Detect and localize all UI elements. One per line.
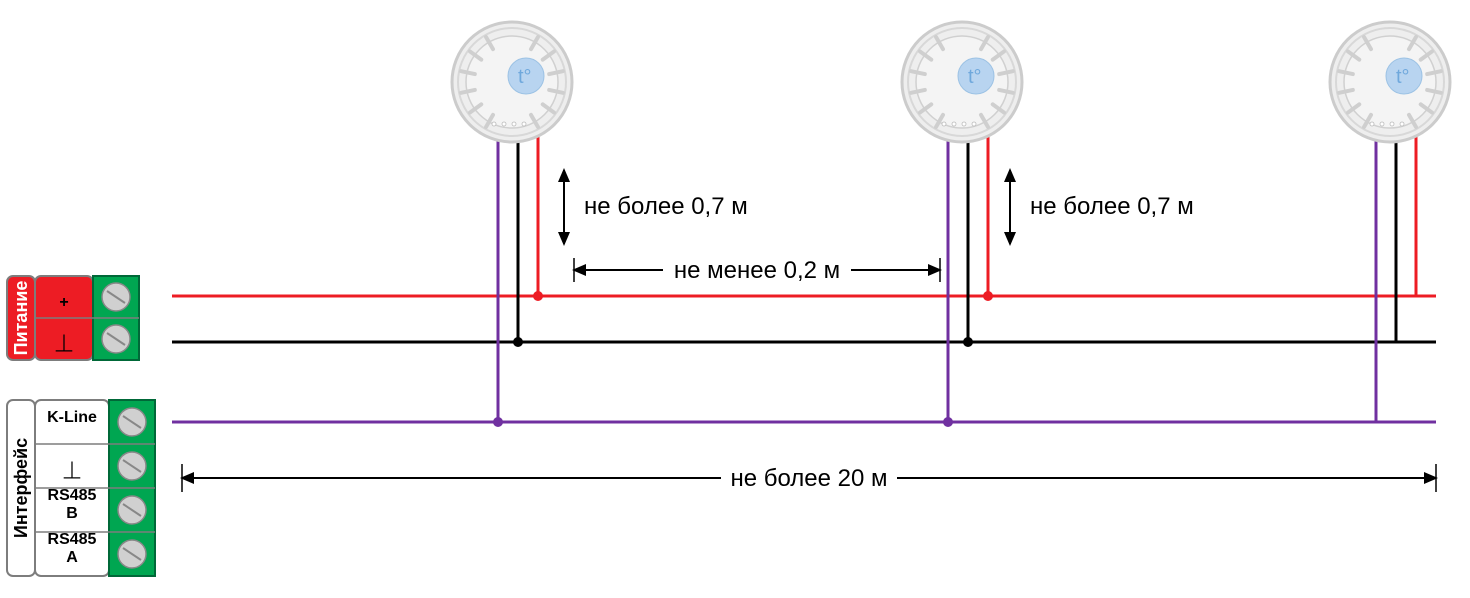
sensor-label: t°: [968, 66, 982, 88]
terminal-interface-row-2-label: B: [66, 505, 78, 522]
terminal-interface-row-1-symbol: ⏊: [63, 461, 81, 480]
sensor-label: t°: [1396, 66, 1410, 88]
dimension-label: не более 0,7 м: [1030, 193, 1194, 220]
terminal-power-side-label: Питание: [11, 281, 31, 356]
sensor-2: t°: [902, 22, 1022, 142]
dimension-label: не более 20 м: [730, 465, 887, 492]
terminal-power: Питание + ⏊: [7, 276, 139, 360]
junction-dot: [963, 337, 973, 347]
sensor-label: t°: [518, 66, 532, 88]
sensor-1: t°: [452, 22, 572, 142]
terminal-interface-side-label: Интерфейс: [11, 438, 31, 538]
dimension-label: не менее 0,2 м: [674, 257, 840, 284]
terminal-interface-row-3-label: A: [66, 549, 78, 566]
sensor-3: t°: [1330, 22, 1450, 142]
terminal-interface-row-0-label: K-Line: [47, 409, 97, 426]
junction-dot: [943, 417, 953, 427]
terminal-power-row-1-symbol: ⏊: [55, 334, 73, 353]
junction-dot: [493, 417, 503, 427]
dimension-label: не более 0,7 м: [584, 193, 748, 220]
terminal-interface-row-3-label: RS485: [48, 531, 97, 548]
terminal-power-row-0-symbol: +: [59, 294, 68, 311]
terminal-interface-row-2-label: RS485: [48, 487, 97, 504]
junction-dot: [533, 291, 543, 301]
canvas-bg: [0, 0, 1470, 598]
terminal-interface: ИнтерфейсK-Line⏊RS485BRS485A: [7, 400, 155, 576]
junction-dot: [513, 337, 523, 347]
junction-dot: [983, 291, 993, 301]
